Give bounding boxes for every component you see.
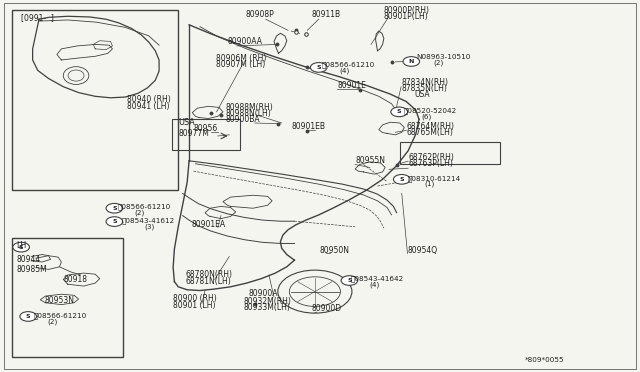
Text: 68762P(RH): 68762P(RH) bbox=[408, 153, 454, 162]
Text: 87834N(RH): 87834N(RH) bbox=[401, 78, 448, 87]
Text: S: S bbox=[112, 219, 116, 224]
Text: (4): (4) bbox=[370, 282, 380, 288]
Text: 80911B: 80911B bbox=[312, 10, 341, 19]
Text: 80908P: 80908P bbox=[245, 10, 274, 19]
Text: 80900AA: 80900AA bbox=[227, 37, 262, 46]
Text: 80907M (LH): 80907M (LH) bbox=[216, 60, 265, 69]
Text: 80955N: 80955N bbox=[355, 156, 385, 165]
Text: (1): (1) bbox=[424, 181, 435, 187]
Circle shape bbox=[13, 242, 29, 252]
Text: Ⓢ08543-41612: Ⓢ08543-41612 bbox=[122, 218, 175, 224]
Bar bbox=[400, 141, 500, 164]
Text: LH: LH bbox=[17, 241, 27, 250]
Bar bbox=[12, 238, 124, 357]
Text: Ⓢ08543-41642: Ⓢ08543-41642 bbox=[351, 276, 404, 282]
Text: 80941 (LH): 80941 (LH) bbox=[127, 102, 170, 111]
Text: 80900 (RH): 80900 (RH) bbox=[173, 295, 217, 304]
Text: N08963-10510: N08963-10510 bbox=[416, 54, 470, 60]
Text: 80953N: 80953N bbox=[44, 296, 74, 305]
Text: USA: USA bbox=[178, 118, 195, 127]
Text: 80901EA: 80901EA bbox=[191, 219, 225, 229]
Text: Ⓢ08566-61210: Ⓢ08566-61210 bbox=[34, 312, 87, 319]
Text: 68763P(LH): 68763P(LH) bbox=[408, 159, 453, 168]
Text: 80950N: 80950N bbox=[320, 246, 350, 254]
Text: (2): (2) bbox=[135, 210, 145, 217]
Circle shape bbox=[403, 57, 420, 66]
Text: N: N bbox=[408, 59, 414, 64]
Text: 87835N(LH): 87835N(LH) bbox=[401, 84, 447, 93]
Text: USA: USA bbox=[415, 90, 430, 99]
Text: 80901P(LH): 80901P(LH) bbox=[384, 12, 429, 21]
Text: 80901E: 80901E bbox=[337, 81, 366, 90]
Text: 80901EB: 80901EB bbox=[292, 122, 326, 131]
Text: 80900P(RH): 80900P(RH) bbox=[384, 6, 430, 15]
Text: 68764M(RH): 68764M(RH) bbox=[406, 122, 454, 131]
Text: *809*0055: *809*0055 bbox=[524, 357, 564, 363]
Text: S: S bbox=[26, 314, 31, 319]
Circle shape bbox=[310, 62, 327, 72]
Text: 80906M (RH): 80906M (RH) bbox=[216, 54, 266, 63]
Text: 80940 (RH): 80940 (RH) bbox=[127, 96, 171, 105]
Text: 68780N(RH): 68780N(RH) bbox=[185, 270, 232, 279]
Text: S: S bbox=[316, 65, 321, 70]
Text: 80954Q: 80954Q bbox=[408, 246, 438, 254]
Text: (2): (2) bbox=[47, 318, 58, 325]
Text: 80901 (LH): 80901 (LH) bbox=[173, 301, 216, 310]
Circle shape bbox=[106, 203, 123, 213]
Text: 80988M(RH): 80988M(RH) bbox=[225, 103, 273, 112]
Text: S: S bbox=[347, 278, 352, 283]
Text: 80944: 80944 bbox=[17, 255, 41, 264]
Text: [0991-  ]: [0991- ] bbox=[21, 13, 54, 22]
Text: S: S bbox=[112, 206, 116, 211]
Text: (3): (3) bbox=[145, 224, 155, 230]
Text: 80900A: 80900A bbox=[248, 289, 278, 298]
Text: Ⓢ08520-52042: Ⓢ08520-52042 bbox=[404, 107, 457, 114]
Circle shape bbox=[106, 217, 123, 227]
Text: Ⓢ08566-61210: Ⓢ08566-61210 bbox=[118, 204, 171, 211]
Text: S: S bbox=[19, 245, 24, 250]
Text: 80985M: 80985M bbox=[17, 265, 47, 274]
Text: 68781N(LH): 68781N(LH) bbox=[185, 277, 231, 286]
Circle shape bbox=[391, 107, 408, 117]
Text: (6): (6) bbox=[421, 113, 431, 120]
Circle shape bbox=[394, 174, 410, 184]
Text: 68765M(LH): 68765M(LH) bbox=[406, 128, 453, 137]
Circle shape bbox=[341, 276, 358, 285]
Text: 80900D: 80900D bbox=[312, 304, 342, 313]
Text: S: S bbox=[399, 177, 404, 182]
Text: 80933M(LH): 80933M(LH) bbox=[243, 303, 291, 312]
Text: 80900BA: 80900BA bbox=[225, 115, 260, 125]
Text: 80977M: 80977M bbox=[178, 129, 209, 138]
Text: 80988N(LH): 80988N(LH) bbox=[225, 109, 271, 118]
Text: Ⓢ08566-61210: Ⓢ08566-61210 bbox=[321, 61, 374, 68]
Text: 80956: 80956 bbox=[193, 124, 218, 134]
Bar bbox=[172, 119, 240, 150]
Circle shape bbox=[20, 312, 36, 321]
Text: (2): (2) bbox=[434, 60, 444, 66]
Text: Ⓢ08310-61214: Ⓢ08310-61214 bbox=[408, 175, 461, 182]
Text: S: S bbox=[397, 109, 401, 114]
Text: 80932M(RH): 80932M(RH) bbox=[243, 297, 291, 306]
Text: 80918: 80918 bbox=[63, 275, 87, 284]
Text: (4): (4) bbox=[339, 68, 349, 74]
Bar bbox=[12, 10, 178, 190]
